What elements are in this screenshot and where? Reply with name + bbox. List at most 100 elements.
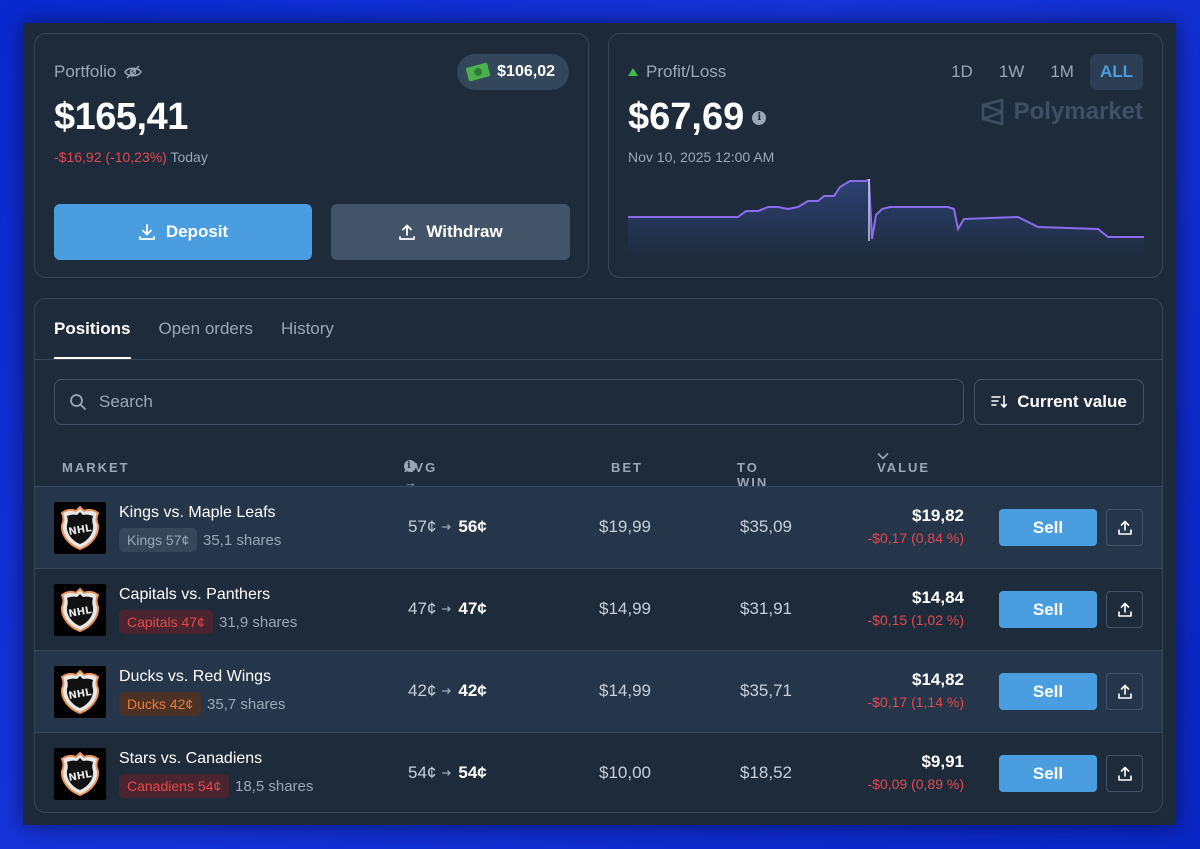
sell-button[interactable]: Sell xyxy=(999,755,1097,792)
column-headers: MARKET AVG → NOW i BET TO WIN VALUE xyxy=(35,444,1162,505)
deposit-button[interactable]: Deposit xyxy=(54,204,312,260)
pnl-value-row: $67,69 i xyxy=(628,96,767,139)
share-button[interactable] xyxy=(1106,755,1143,792)
now-price: 42¢ xyxy=(458,681,487,700)
withdraw-label: Withdraw xyxy=(426,222,503,241)
share-icon xyxy=(1117,602,1132,617)
arrow-right-icon xyxy=(442,524,452,530)
market-title[interactable]: Capitals vs. Panthers xyxy=(119,586,271,603)
download-icon xyxy=(138,224,155,240)
range-tab-1m[interactable]: 1M xyxy=(1050,62,1074,81)
pnl-chart-area xyxy=(628,179,1144,259)
tab-open-orders[interactable]: Open orders xyxy=(158,319,254,338)
tab-positions[interactable]: Positions xyxy=(54,299,131,359)
current-value: $14,84 xyxy=(912,588,964,607)
positions-table: NHL Kings vs. Maple Leafs Kings 57¢ 35,1… xyxy=(35,486,1162,812)
avg-now: 47¢ 47¢ xyxy=(408,599,487,619)
bet-amount: $14,99 xyxy=(599,681,651,700)
search-icon xyxy=(70,394,86,410)
sort-icon xyxy=(991,395,1008,408)
avg-price: 54¢ xyxy=(408,763,437,782)
col-value[interactable]: VALUE xyxy=(877,452,928,475)
search-input[interactable] xyxy=(99,392,899,412)
shares-count: 18,5 shares xyxy=(235,778,314,795)
outcome-badge: Capitals 47¢ xyxy=(119,610,213,634)
info-icon[interactable]: i xyxy=(404,460,416,472)
share-icon xyxy=(1117,684,1132,699)
cash-balance-badge[interactable]: $106,02 xyxy=(457,54,569,90)
col-bet-label: BET xyxy=(611,460,643,475)
to-win-amount: $18,52 xyxy=(740,763,792,782)
chevron-down-icon xyxy=(877,452,889,460)
arrow-right-icon xyxy=(442,688,452,694)
value-change: -$0,15 (1,02 %) xyxy=(867,612,965,628)
range-tab-1d[interactable]: 1D xyxy=(951,62,973,81)
table-row[interactable]: NHL Capitals vs. Panthers Capitals 47¢ 3… xyxy=(35,568,1162,650)
positions-card: Positions Open orders History Current valu… xyxy=(34,298,1163,813)
tabs-divider xyxy=(35,359,1162,360)
market-title[interactable]: Ducks vs. Red Wings xyxy=(119,668,272,685)
nhl-logo-icon: NHL xyxy=(54,666,106,718)
avg-now: 42¢ 42¢ xyxy=(408,681,487,701)
svg-text:NHL: NHL xyxy=(68,605,93,620)
info-icon[interactable]: i xyxy=(752,110,767,125)
sort-label: Current value xyxy=(1017,392,1127,411)
now-price: 47¢ xyxy=(458,599,487,618)
share-icon xyxy=(1117,766,1132,781)
shares-count: 35,1 shares xyxy=(203,532,282,549)
polymarket-brand: Polymarket xyxy=(980,98,1143,126)
table-row[interactable]: NHL Ducks vs. Red Wings Ducks 42¢ 35,7 s… xyxy=(35,650,1162,732)
nhl-logo-icon: NHL xyxy=(54,584,106,636)
share-button[interactable] xyxy=(1106,673,1143,710)
market-title[interactable]: Kings vs. Maple Leafs xyxy=(119,504,276,521)
table-row[interactable]: NHL Kings vs. Maple Leafs Kings 57¢ 35,1… xyxy=(35,486,1162,568)
svg-text:NHL: NHL xyxy=(68,769,93,784)
avg-now: 57¢ 56¢ xyxy=(408,517,487,537)
profit-loss-card: Profit/Loss 1D 1W 1M ALL $67,69 i Polymarke… xyxy=(608,33,1163,278)
avg-now: 54¢ 54¢ xyxy=(408,763,487,783)
sell-button[interactable]: Sell xyxy=(999,673,1097,710)
to-win-amount: $35,71 xyxy=(740,681,792,700)
portfolio-card: Portfolio $106,02 $165,41 -$16,92 (-10,2… xyxy=(34,33,589,278)
outcome-badge: Kings 57¢ xyxy=(119,528,198,552)
avg-price: 57¢ xyxy=(408,517,437,536)
cash-balance: $106,02 xyxy=(497,63,555,80)
deposit-label: Deposit xyxy=(165,222,229,241)
search-box[interactable] xyxy=(54,379,964,425)
sell-button[interactable]: Sell xyxy=(999,591,1097,628)
range-tab-all[interactable]: ALL xyxy=(1089,54,1143,90)
current-value: $19,82 xyxy=(912,506,964,525)
pnl-date: Nov 10, 2025 12:00 AM xyxy=(628,149,775,165)
outcome-badge: Canadiens 54¢ xyxy=(119,774,230,798)
share-button[interactable] xyxy=(1106,509,1143,546)
sell-button[interactable]: Sell xyxy=(999,509,1097,546)
pnl-chart[interactable] xyxy=(628,179,1144,259)
pnl-label-row: Profit/Loss xyxy=(628,62,726,82)
shares-count: 31,9 shares xyxy=(219,614,298,631)
withdraw-button[interactable]: Withdraw xyxy=(331,204,570,260)
market-title[interactable]: Stars vs. Canadiens xyxy=(119,750,263,767)
outcome-badge: Ducks 42¢ xyxy=(119,692,202,716)
table-row[interactable]: NHL Stars vs. Canadiens Canadiens 54¢ 18… xyxy=(35,732,1162,812)
range-tab-1w[interactable]: 1W xyxy=(998,62,1025,81)
cash-icon xyxy=(465,62,491,82)
svg-text:NHL: NHL xyxy=(68,687,93,702)
current-value: $14,82 xyxy=(912,670,964,689)
tab-history[interactable]: History xyxy=(281,319,334,338)
value-change: -$0,17 (0,84 %) xyxy=(867,530,965,546)
eye-off-icon[interactable] xyxy=(124,65,143,79)
share-button[interactable] xyxy=(1106,591,1143,628)
upload-icon xyxy=(399,224,416,240)
arrow-right-icon xyxy=(442,606,452,612)
value-change: -$0,17 (1,14 %) xyxy=(867,694,965,710)
portfolio-label-row: Portfolio xyxy=(54,62,143,82)
sort-button[interactable]: Current value xyxy=(974,379,1144,425)
pnl-label: Profit/Loss xyxy=(646,62,727,81)
up-triangle-icon xyxy=(628,68,638,76)
nhl-logo-icon: NHL xyxy=(54,502,106,554)
to-win-amount: $35,09 xyxy=(740,517,792,536)
nhl-logo-icon: NHL xyxy=(54,748,106,800)
to-win-amount: $31,91 xyxy=(740,599,792,618)
share-icon xyxy=(1117,520,1132,535)
arrow-right-icon xyxy=(442,770,452,776)
